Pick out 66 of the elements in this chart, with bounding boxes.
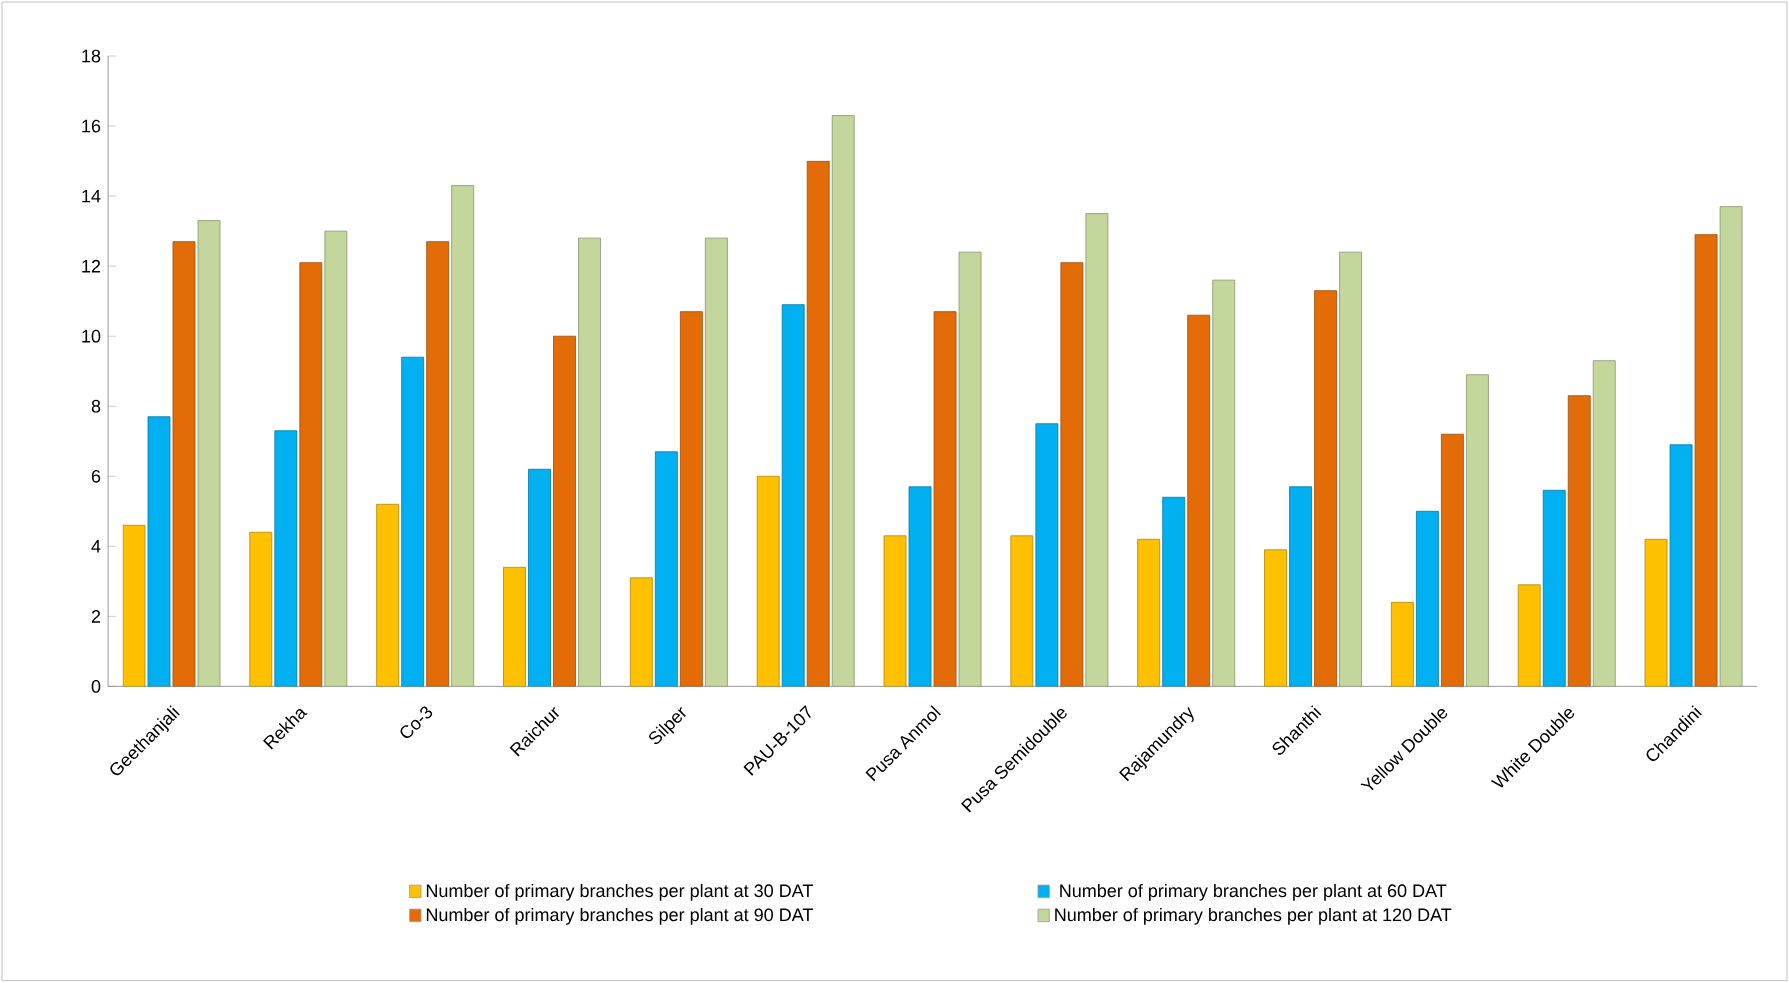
- bar: [1035, 423, 1059, 687]
- bar: [1187, 315, 1211, 687]
- legend-label: Number of primary branches per plant at 30 DAT: [426, 884, 813, 901]
- bar: [1592, 360, 1616, 687]
- bar: [147, 416, 171, 687]
- bar: [756, 476, 780, 687]
- bar: [249, 532, 273, 687]
- y-tick-label: 18: [82, 49, 101, 63]
- bar: [781, 304, 805, 687]
- bar: [299, 262, 323, 687]
- bar: [172, 241, 196, 687]
- legend-label: Number of primary branches per plant at 120 DAT: [1055, 908, 1452, 925]
- bar: [426, 241, 450, 687]
- bar: [274, 430, 298, 687]
- bar: [831, 115, 855, 687]
- bar: [1694, 234, 1718, 687]
- bar: [1314, 290, 1337, 687]
- bar: [629, 577, 653, 687]
- bar: [1542, 490, 1566, 687]
- bar: [451, 185, 475, 687]
- bar: [806, 160, 830, 687]
- bar: [654, 451, 678, 687]
- bar: [401, 357, 425, 687]
- bar: [704, 237, 728, 687]
- bar: [679, 311, 703, 687]
- bar: [376, 504, 400, 687]
- legend-label: Number of primary branches per plant at 90 DAT: [426, 908, 813, 925]
- bar: [1440, 434, 1464, 687]
- y-tick-label: 0: [91, 680, 101, 693]
- bar: [1415, 511, 1439, 687]
- bar: [1466, 374, 1489, 687]
- bar: [933, 311, 957, 687]
- bar: [528, 469, 551, 687]
- bar: [1339, 251, 1362, 687]
- y-tick-label: 14: [82, 190, 101, 203]
- bar: [1517, 584, 1541, 687]
- bar: [1137, 539, 1161, 687]
- y-tick-label: 4: [91, 540, 101, 553]
- bar: [1644, 539, 1668, 687]
- y-tick-label: 10: [82, 330, 101, 343]
- bar: [553, 336, 576, 687]
- bar: [1212, 279, 1236, 687]
- bar: [1085, 213, 1109, 687]
- bar: [1060, 262, 1084, 687]
- bar: [883, 535, 907, 687]
- bar: [1567, 395, 1591, 687]
- bar: [958, 251, 982, 687]
- bar: [503, 567, 526, 687]
- bar: [1264, 549, 1287, 687]
- bar: [1010, 535, 1034, 687]
- y-tick-label: 2: [91, 610, 101, 623]
- bar: [122, 525, 146, 687]
- bar: [1390, 602, 1414, 687]
- y-tick-label: 8: [91, 400, 101, 413]
- bar: [197, 220, 221, 687]
- y-tick-label: 6: [91, 470, 101, 483]
- bar: [324, 230, 348, 687]
- y-tick-label: 12: [82, 260, 101, 273]
- bar: [1719, 206, 1743, 687]
- legend-label: Number of primary branches per plant at 60 DAT: [1060, 884, 1447, 901]
- bar: [578, 237, 601, 687]
- y-tick-label: 16: [82, 119, 101, 133]
- bar: [1289, 486, 1312, 687]
- bar: [1669, 444, 1693, 687]
- bar: [908, 486, 932, 687]
- bar: [1162, 497, 1186, 687]
